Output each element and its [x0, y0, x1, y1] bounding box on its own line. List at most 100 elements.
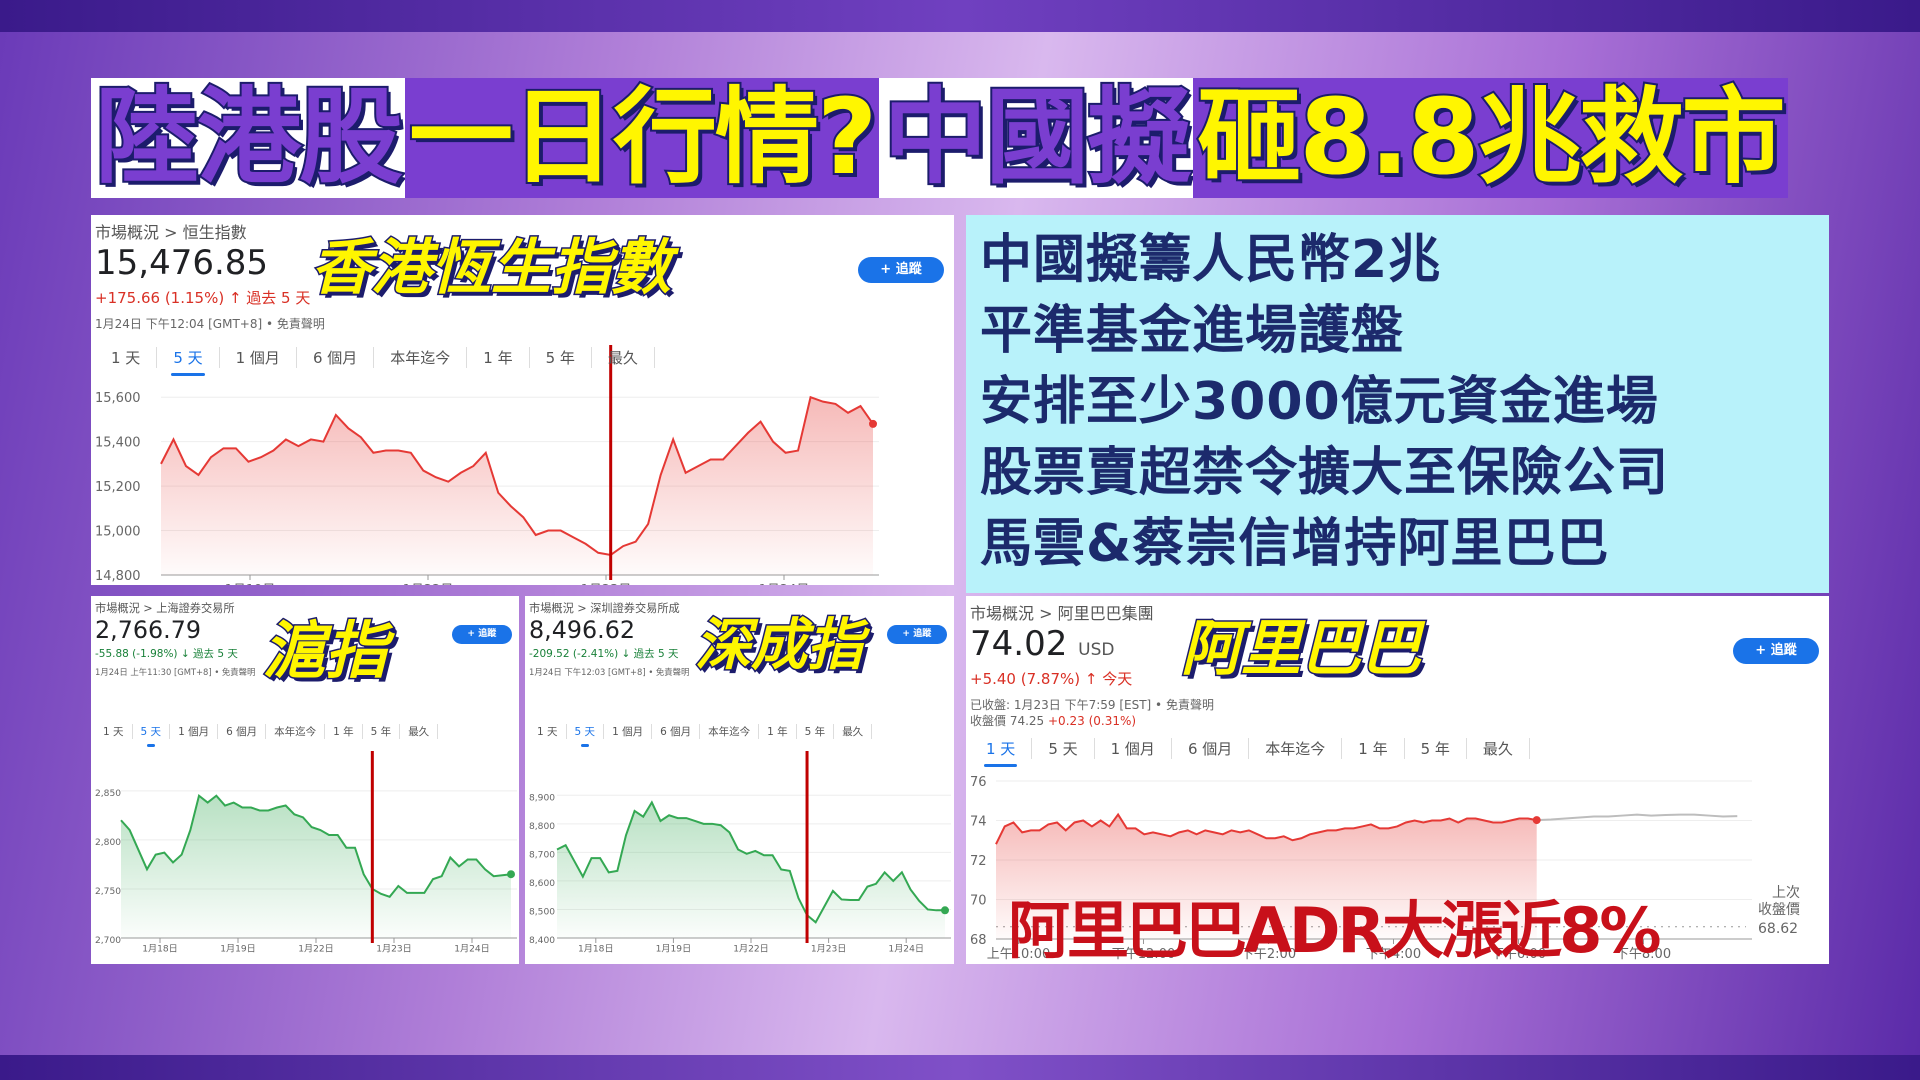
timestamp: 1月24日 下午12:03 [GMT+8] • 免責聲明: [529, 667, 690, 677]
price-change: +5.40 (7.87%) ↑ 今天: [970, 670, 1133, 688]
tab-range[interactable]: 6 個月: [297, 347, 375, 368]
tab-range[interactable]: 6 個月: [652, 724, 701, 739]
price-chart: 15,600 15,400 15,200 15,000 14,800 1月19日 1月22日…: [95, 345, 879, 585]
overlay-label: 香港恆生指數: [310, 232, 673, 305]
tab-range[interactable]: 1 年: [467, 347, 530, 368]
close-price: 收盤價 74.25 +0.23 (0.31%): [970, 714, 1137, 728]
x-tick-label: 下午8:00: [1616, 947, 1671, 962]
sh-panel: 2,850 2,800 2,750 2,700 1月18日 1月19日 1月22日 1月23日…: [91, 596, 519, 964]
tab-range[interactable]: 最久: [834, 724, 873, 739]
tab-range[interactable]: 本年迄今: [266, 724, 326, 739]
tab-range[interactable]: 1 年: [325, 724, 363, 739]
tab-range[interactable]: 6 個月: [218, 724, 267, 739]
overlay-label: 阿里巴巴: [1180, 613, 1423, 686]
tab-range[interactable]: 1 天: [95, 724, 133, 739]
news-line: 股票賣超禁令擴大至保險公司: [980, 443, 1670, 503]
chart-area: [161, 397, 873, 575]
current-point: [507, 870, 515, 879]
y-tick-label: 2,700: [95, 936, 121, 946]
tab-range[interactable]: 最久: [592, 347, 655, 368]
y-tick-label: 15,200: [95, 480, 141, 495]
tab-range[interactable]: 5 天: [567, 724, 605, 747]
tab-range[interactable]: 本年迄今: [700, 724, 760, 739]
tab-range[interactable]: 5 年: [363, 724, 401, 739]
y-tick-label: 72: [970, 854, 987, 869]
price-change: -209.52 (-2.41%) ↓ 過去 5 天: [529, 648, 679, 661]
x-tick-label: 1月22日: [403, 583, 454, 585]
x-tick-label: 1月24日: [759, 583, 810, 585]
x-tick-label: 1月23日: [811, 943, 847, 954]
tab-range[interactable]: 1 個月: [1095, 738, 1172, 759]
news-box: 中國擬籌人民幣2兆 平準基金進場護盤 安排至少3000億元資金進場 股票賣超禁令…: [966, 215, 1829, 593]
tab-range[interactable]: 本年迄今: [1249, 738, 1343, 759]
x-tick-label: 下午2:00: [1241, 947, 1296, 962]
breadcrumb[interactable]: 市場概況 > 深圳證券交易所成: [529, 602, 680, 615]
price: 74.02 USD: [970, 624, 1115, 664]
tab-range[interactable]: 5 天: [1032, 738, 1095, 759]
current-point: [869, 419, 877, 428]
chart-line: [995, 812, 1537, 845]
price: 15,476.85: [95, 243, 269, 283]
tab-range[interactable]: 1 天: [529, 724, 567, 739]
x-tick-label: 1月22日: [298, 943, 334, 954]
sz-panel: 8,900 8,800 8,700 8,600 8,500 8,400 1月18日 1月19日…: [525, 596, 954, 964]
chart-line: [120, 793, 512, 898]
breadcrumb[interactable]: 市場概況 > 阿里巴巴集團: [970, 604, 1154, 623]
top-bar: [0, 0, 1920, 32]
tab-range[interactable]: 1 天: [970, 738, 1033, 767]
tab-range[interactable]: 最久: [400, 724, 439, 739]
tab-range[interactable]: 6 個月: [1172, 738, 1250, 759]
y-tick-label: 15,000: [95, 525, 141, 540]
current-point: [941, 906, 949, 915]
headline-part: 陸港股: [91, 76, 405, 198]
x-tick-label: 1月19日: [225, 583, 276, 585]
overlay-label: 滬指: [261, 613, 388, 689]
tab-range[interactable]: 1 天: [95, 347, 158, 368]
x-tick-label: 1月24日: [454, 943, 490, 954]
y-tick-label: 8,800: [529, 822, 555, 832]
x-tick-label: 下午6:00: [1491, 947, 1546, 962]
previous-close-value: 68.62: [1758, 920, 1799, 937]
tab-range[interactable]: 5 年: [530, 347, 592, 368]
timestamp: 1月24日 下午12:04 [GMT+8] • 免責聲明: [95, 317, 325, 331]
tab-range[interactable]: 5 年: [1405, 738, 1467, 759]
tab-range[interactable]: 5 天: [157, 347, 220, 376]
news-line: 安排至少3000億元資金進場: [980, 372, 1659, 432]
chart-line: [556, 800, 945, 924]
tab-range[interactable]: 1 年: [759, 724, 797, 739]
x-tick-label: 上午10:00: [987, 947, 1050, 962]
headline-part: 一日行情?: [405, 76, 879, 198]
y-tick-label: 14,800: [95, 569, 141, 584]
x-tick-label: 1月19日: [656, 943, 692, 954]
y-tick-label: 8,900: [529, 793, 555, 803]
tab-range[interactable]: 5 天: [133, 724, 171, 747]
headline: 陸港股 一日行情? 中國擬 砸8.8兆救市: [91, 76, 1788, 198]
news-line: 馬雲&蔡崇信增持阿里巴巴: [980, 514, 1610, 574]
breadcrumb[interactable]: 市場概況 > 恒生指數: [95, 223, 247, 242]
follow-button[interactable]: + 追蹤: [886, 625, 947, 644]
tab-range[interactable]: 1 個月: [220, 347, 297, 368]
tab-range[interactable]: 1 個月: [170, 724, 219, 739]
price-change: -55.88 (-1.98%) ↓ 過去 5 天: [95, 648, 238, 661]
y-tick-label: 2,750: [95, 887, 121, 897]
y-tick-label: 8,400: [529, 936, 555, 946]
baba-panel: 76 74 72 70 68 上午10:00 下午12:00 下午2:00 下午4:00 下午6:…: [966, 596, 1829, 964]
tab-range[interactable]: 本年迄今: [374, 347, 468, 368]
adr-caption: 阿里巴巴ADR大漲近8%: [1008, 894, 1661, 967]
tab-range[interactable]: 1 個月: [604, 724, 653, 739]
tab-range[interactable]: 5 年: [797, 724, 835, 739]
y-tick-label: 76: [970, 775, 987, 790]
chart-line: [160, 395, 874, 557]
tab-range[interactable]: 最久: [1467, 738, 1530, 759]
breadcrumb[interactable]: 市場概況 > 上海證券交易所: [95, 602, 235, 615]
headline-part: 砸8.8兆救市: [1193, 76, 1788, 198]
follow-button[interactable]: + 追蹤: [858, 257, 944, 283]
tab-range[interactable]: 1 年: [1342, 738, 1405, 759]
follow-button[interactable]: + 追蹤: [1733, 638, 1819, 664]
follow-button[interactable]: + 追蹤: [451, 625, 512, 644]
